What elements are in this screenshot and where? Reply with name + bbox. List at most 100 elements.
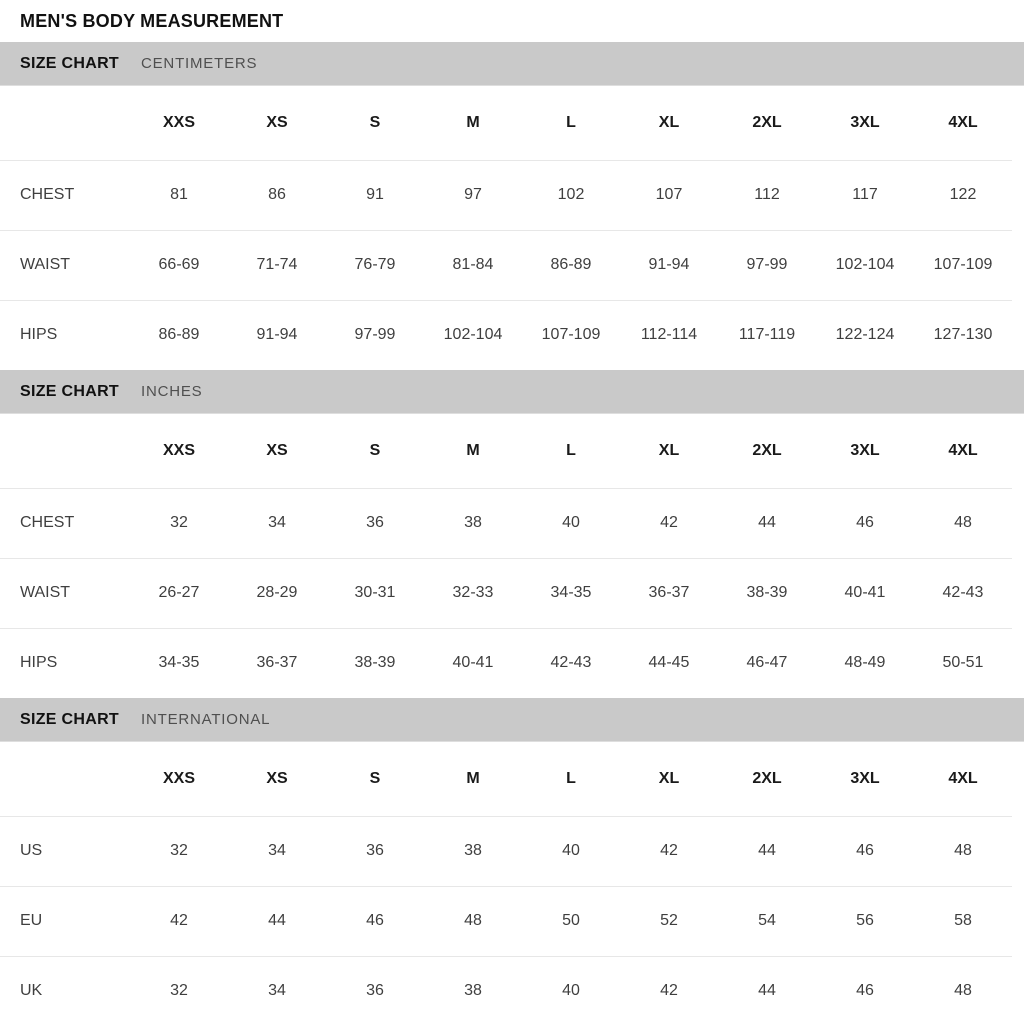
size-column-header: L	[566, 769, 576, 787]
measurement-row-hips: HIPS 86-89 91-94 97-99 102-104 107-109 112-114…	[0, 299, 1012, 370]
section-unit-label: CENTIMETERS	[141, 55, 258, 72]
row-label: HIPS	[0, 627, 130, 698]
measurement-value: 102-104	[816, 229, 914, 300]
measurement-value: 48	[424, 885, 522, 956]
measurement-value: 42-43	[914, 557, 1012, 628]
measurement-value: 32	[130, 487, 228, 558]
measurement-value: 81	[130, 159, 228, 230]
measurement-value: 40-41	[424, 627, 522, 698]
size-column-header: 4XL	[948, 113, 978, 131]
measurement-value: 107-109	[914, 229, 1012, 300]
size-header-row: XXS XS S M L XL 2XL 3XL 4XL	[0, 414, 1012, 488]
measurement-row-waist: WAIST 66-69 71-74 76-79 81-84 86-89 91-94 97-99…	[0, 229, 1012, 300]
measurement-value: 76-79	[326, 229, 424, 300]
measurement-value: 42-43	[522, 627, 620, 698]
size-column-header: XS	[266, 769, 288, 787]
measurement-value: 36-37	[228, 627, 326, 698]
measurement-value: 34	[228, 955, 326, 1024]
page-title: MEN'S BODY MEASUREMENT	[20, 10, 284, 31]
measurement-value: 38-39	[718, 557, 816, 628]
corner-cell	[0, 742, 130, 816]
measurement-value: 58	[914, 885, 1012, 956]
size-column-header: XL	[658, 113, 680, 131]
size-column-header: 4XL	[948, 441, 978, 459]
measurement-row-chest: CHEST 32 34 36 38 40 42 44 46 48	[0, 487, 1012, 558]
size-column-header: XS	[266, 441, 288, 459]
size-column-header: XS	[266, 113, 288, 131]
measurement-value: 107-109	[522, 299, 620, 370]
row-label: UK	[0, 955, 130, 1024]
size-column-header: M	[466, 441, 480, 459]
row-label: WAIST	[0, 229, 130, 300]
measurement-value: 54	[718, 885, 816, 956]
measurement-value: 44	[718, 955, 816, 1024]
measurement-value: 122-124	[816, 299, 914, 370]
measurement-value: 34-35	[522, 557, 620, 628]
measurement-value: 42	[130, 885, 228, 956]
size-header-row: XXS XS S M L XL 2XL 3XL 4XL	[0, 86, 1012, 160]
measurement-value: 34-35	[130, 627, 228, 698]
size-table-inches: XXS XS S M L XL 2XL 3XL 4XL CHEST 32 34 36 38 40 42 44 46…	[0, 414, 1012, 698]
measurement-value: 36-37	[620, 557, 718, 628]
measurement-value: 86	[228, 159, 326, 230]
measurement-value: 91-94	[620, 229, 718, 300]
measurement-value: 46	[326, 885, 424, 956]
measurement-value: 102	[522, 159, 620, 230]
size-column-header: L	[566, 441, 576, 459]
corner-cell	[0, 414, 130, 488]
section-header-international: SIZE CHART INTERNATIONAL	[0, 698, 1024, 742]
measurement-value: 26-27	[130, 557, 228, 628]
measurement-value: 44-45	[620, 627, 718, 698]
measurement-value: 50-51	[914, 627, 1012, 698]
size-column-header: L	[566, 113, 576, 131]
measurement-value: 102-104	[424, 299, 522, 370]
section-header-centimeters: SIZE CHART CENTIMETERS	[0, 42, 1024, 86]
measurement-value: 107	[620, 159, 718, 230]
size-column-header: S	[369, 769, 381, 787]
measurement-value: 32	[130, 955, 228, 1024]
size-column-header: 3XL	[850, 113, 880, 131]
measurement-value: 117	[816, 159, 914, 230]
measurement-value: 42	[620, 487, 718, 558]
measurement-value: 122	[914, 159, 1012, 230]
measurement-value: 38-39	[326, 627, 424, 698]
size-header-row: XXS XS S M L XL 2XL 3XL 4XL	[0, 742, 1012, 816]
row-label: CHEST	[0, 159, 130, 230]
section-header-inches: SIZE CHART INCHES	[0, 370, 1024, 414]
measurement-value: 32	[130, 815, 228, 886]
size-column-header: XL	[658, 769, 680, 787]
measurement-value: 38	[424, 815, 522, 886]
measurement-value: 56	[816, 885, 914, 956]
row-label: WAIST	[0, 557, 130, 628]
measurement-value: 42	[620, 955, 718, 1024]
measurement-value: 46-47	[718, 627, 816, 698]
measurement-value: 48-49	[816, 627, 914, 698]
size-column-header: S	[369, 113, 381, 131]
section-unit-label: INCHES	[141, 383, 203, 400]
measurement-value: 46	[816, 815, 914, 886]
measurement-value: 48	[914, 487, 1012, 558]
measurement-row-hips: HIPS 34-35 36-37 38-39 40-41 42-43 44-45 46-47 4…	[0, 627, 1012, 698]
measurement-value: 52	[620, 885, 718, 956]
size-column-header: 2XL	[752, 441, 782, 459]
section-title: SIZE CHART	[20, 54, 119, 72]
size-column-header: XXS	[162, 113, 195, 131]
section-unit-label: INTERNATIONAL	[141, 711, 271, 728]
measurement-row-uk: UK 32 34 36 38 40 42 44 46 48	[0, 955, 1012, 1024]
measurement-value: 36	[326, 487, 424, 558]
measurement-value: 28-29	[228, 557, 326, 628]
size-column-header: M	[466, 113, 480, 131]
measurement-value: 91-94	[228, 299, 326, 370]
measurement-value: 50	[522, 885, 620, 956]
measurement-value: 44	[718, 487, 816, 558]
size-column-header: 2XL	[752, 769, 782, 787]
measurement-value: 86-89	[522, 229, 620, 300]
row-label: EU	[0, 885, 130, 956]
size-column-header: M	[466, 769, 480, 787]
size-column-header: XL	[658, 441, 680, 459]
measurement-value: 30-31	[326, 557, 424, 628]
row-label: CHEST	[0, 487, 130, 558]
size-table-international: XXS XS S M L XL 2XL 3XL 4XL US 32 34 36 38 40 42 44 46 48 E…	[0, 742, 1012, 1024]
size-column-header: 4XL	[948, 769, 978, 787]
size-column-header: XXS	[162, 441, 195, 459]
